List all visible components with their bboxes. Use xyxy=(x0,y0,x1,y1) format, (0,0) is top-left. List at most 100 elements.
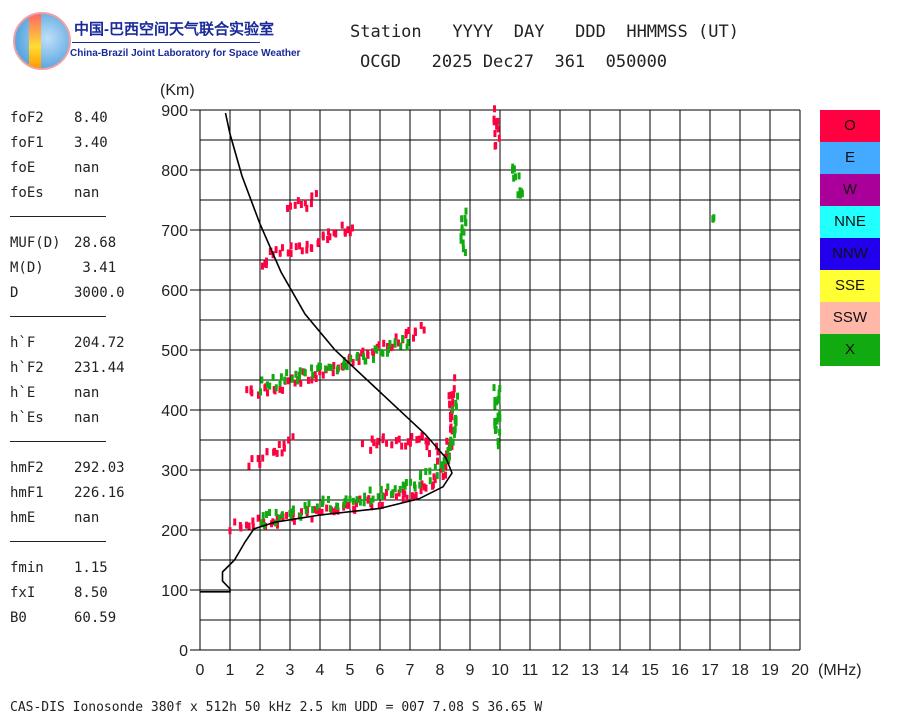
echo-o xyxy=(410,492,414,500)
x-tick-label: 8 xyxy=(436,662,445,679)
echo-o xyxy=(372,439,376,447)
echo-x xyxy=(498,414,502,422)
echo-o xyxy=(271,518,275,526)
echo-o xyxy=(495,122,499,130)
echo-x xyxy=(381,349,385,357)
echo-o xyxy=(415,436,419,444)
echo-o xyxy=(422,483,426,491)
echo-o xyxy=(436,448,440,456)
echo-o xyxy=(245,521,249,529)
echo-o xyxy=(264,383,268,391)
echo-o xyxy=(287,436,291,444)
echo-o xyxy=(347,501,351,509)
echo-o xyxy=(414,491,418,499)
echo-x xyxy=(298,512,302,520)
param-value: 60.59 xyxy=(74,610,117,626)
echo-o xyxy=(382,339,386,347)
x-tick-label: 7 xyxy=(406,662,415,679)
echo-o xyxy=(348,229,352,237)
echo-o xyxy=(366,351,370,359)
param-key: foEs xyxy=(10,185,44,201)
echo-x xyxy=(442,457,446,465)
legend-ssw: SSW xyxy=(820,302,880,334)
echo-x xyxy=(512,174,516,182)
echo-x xyxy=(393,340,397,348)
echo-o xyxy=(496,125,500,133)
echo-o xyxy=(265,448,269,456)
echo-o xyxy=(431,481,435,489)
x-tick-label: 19 xyxy=(761,662,779,679)
echo-o xyxy=(326,235,330,243)
echo-x xyxy=(261,512,265,520)
echo-o xyxy=(317,508,321,516)
echo-o xyxy=(300,247,304,255)
param-key: h`E xyxy=(10,385,36,401)
echo-x xyxy=(344,495,348,503)
echo-o xyxy=(369,446,373,454)
echo-x xyxy=(518,187,522,195)
separator xyxy=(10,441,106,442)
echo-o xyxy=(310,515,314,523)
legend-x: X xyxy=(820,334,880,366)
echo-o xyxy=(296,197,300,205)
echo-o xyxy=(298,242,302,250)
echo-o xyxy=(361,347,365,355)
echo-o xyxy=(428,450,432,458)
echo-x xyxy=(404,479,408,487)
echo-o xyxy=(424,484,428,492)
echo-o xyxy=(351,358,355,366)
y-tick-label: 600 xyxy=(161,283,188,300)
echo-x xyxy=(371,355,375,363)
echo-x xyxy=(379,485,383,493)
echo-x xyxy=(447,453,451,461)
echo-o xyxy=(326,228,330,236)
echo-o xyxy=(404,442,408,450)
echo-x xyxy=(433,463,437,471)
echo-x xyxy=(493,418,497,426)
echo-x xyxy=(280,511,284,519)
x-tick-label: 3 xyxy=(286,662,295,679)
param-foes: foEs nan xyxy=(10,185,99,201)
x-tick-label: 11 xyxy=(522,662,539,679)
echo-o xyxy=(334,506,338,514)
echo-o xyxy=(314,190,318,198)
echo-o xyxy=(408,439,412,447)
echo-o xyxy=(293,201,297,209)
echo-o xyxy=(249,385,253,393)
param-hes: h`Es nan xyxy=(10,410,99,426)
param-key: foE xyxy=(10,160,36,176)
echo-x xyxy=(512,165,516,173)
echo-x xyxy=(449,436,453,444)
echo-x xyxy=(348,495,352,503)
echo-o xyxy=(274,246,278,254)
x-tick-label: 20 xyxy=(791,662,809,679)
echo-o xyxy=(332,229,336,237)
echo-x xyxy=(493,402,497,410)
echo-o xyxy=(233,518,237,526)
echo-o xyxy=(275,514,279,522)
echo-o xyxy=(288,202,292,210)
echo-x xyxy=(304,507,308,515)
echo-x xyxy=(385,349,389,357)
x-tick-label: 4 xyxy=(316,662,325,679)
param-value: nan xyxy=(74,385,100,401)
echo-x xyxy=(303,369,307,377)
echo-x xyxy=(418,481,422,489)
echo-x xyxy=(393,485,397,493)
echo-o xyxy=(450,442,454,450)
echo-x xyxy=(274,508,278,516)
echo-o xyxy=(282,440,286,448)
echo-x xyxy=(336,502,340,510)
x-tick-label: 15 xyxy=(641,662,659,679)
echo-x xyxy=(453,426,457,434)
legend-nne: NNE xyxy=(820,206,880,238)
param-value: 3.41 xyxy=(74,260,117,276)
echo-o xyxy=(354,500,358,508)
echo-o xyxy=(426,438,430,446)
y-tick-label: 200 xyxy=(161,523,188,540)
echo-o xyxy=(247,462,251,470)
echo-x xyxy=(496,412,500,420)
echo-x xyxy=(326,495,330,503)
echo-x xyxy=(448,443,452,451)
echo-o xyxy=(313,371,317,379)
